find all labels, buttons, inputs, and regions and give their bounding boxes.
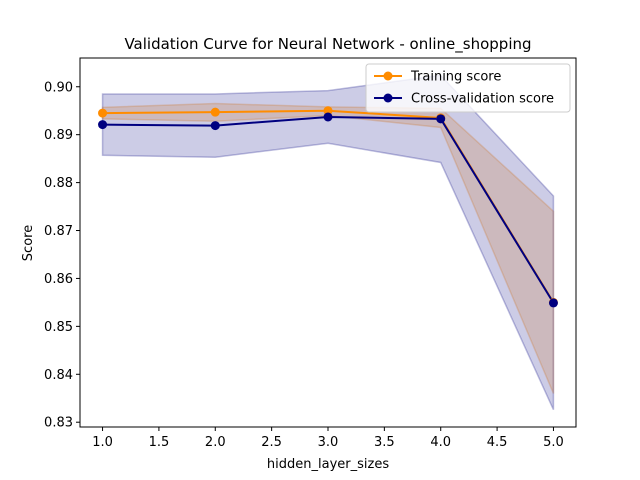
legend-label-0: Training score [410, 70, 501, 85]
y-axis-label: Score [21, 225, 36, 261]
x-tick-label-7: 4.5 [487, 435, 508, 450]
y-tick-label-1: 0.84 [44, 368, 73, 383]
point-series-1-1 [210, 121, 220, 131]
legend: Training score Cross-validation score [365, 63, 571, 113]
y-tick-label-6: 0.89 [44, 128, 73, 143]
y-tick-label-0: 0.83 [44, 416, 73, 431]
x-tick-label-6: 4.0 [430, 435, 451, 450]
y-tick-label-5: 0.88 [44, 176, 73, 191]
point-series-0-0 [98, 108, 108, 118]
point-series-1-4 [548, 298, 558, 308]
x-tick-label-3: 2.5 [261, 435, 282, 450]
x-tick-label-0: 1.0 [92, 435, 113, 450]
confidence-bands [101, 74, 555, 411]
band-series-1 [101, 74, 555, 411]
legend-marker-1 [383, 93, 393, 103]
band-series-0 [101, 102, 555, 394]
legend-marker-0 [383, 71, 393, 81]
point-series-0-2 [323, 106, 333, 116]
x-tick-label-1: 1.5 [149, 435, 170, 450]
x-axis-label: hidden_layer_sizes [267, 457, 389, 472]
legend-label-1: Cross-validation score [411, 92, 554, 107]
point-series-1-3 [436, 114, 446, 124]
point-series-0-1 [210, 107, 220, 117]
x-tick-label-2: 2.0 [205, 435, 226, 450]
y-tick-label-2: 0.85 [44, 320, 73, 335]
y-tick-label-4: 0.87 [44, 224, 73, 239]
y-tick-label-7: 0.90 [44, 80, 73, 95]
legend-box [365, 63, 571, 113]
point-series-1-2 [323, 112, 333, 122]
y-tick-label-3: 0.86 [44, 272, 73, 287]
x-tick-label-8: 5.0 [543, 435, 564, 450]
y-axis-ticks: 0.83 0.84 0.85 0.86 0.87 0.88 0.89 0.90 [44, 80, 80, 431]
series-markers [98, 106, 558, 308]
x-axis-ticks: 1.0 1.5 2.0 2.5 3.0 3.5 4.0 4.5 5.0 [92, 427, 564, 450]
x-tick-label-4: 3.0 [318, 435, 339, 450]
x-tick-label-5: 3.5 [374, 435, 395, 450]
point-series-1-0 [98, 120, 108, 130]
chart-title: Validation Curve for Neural Network - on… [124, 35, 531, 54]
